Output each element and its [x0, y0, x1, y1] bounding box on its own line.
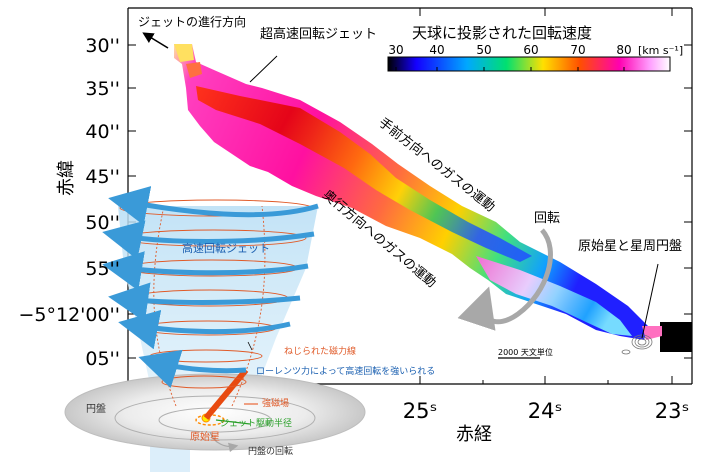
colorbar-title: 天球に投影された回転速度 — [412, 24, 592, 42]
inset-jet-radius-label: ジェット駆動半径 — [220, 417, 292, 429]
y-tick-05: 05'' — [85, 348, 120, 370]
y-tick-1200: −5°12'00'' — [18, 304, 120, 326]
inset-protostar-label: 原始星 — [190, 430, 220, 443]
y-tick-30: 30'' — [85, 35, 120, 57]
x-tick-23s: 23ˢ — [655, 399, 690, 423]
jet-direction-label: ジェットの進行方向 — [138, 14, 246, 29]
y-tick-55: 55'' — [85, 258, 120, 280]
inset-schematic — [64, 186, 366, 472]
y-tick-35: 35'' — [85, 78, 120, 100]
colorbar-unit: [km s⁻¹] — [638, 44, 683, 57]
x-tick-25s: 25ˢ — [403, 399, 438, 423]
inset-disk-label: 円盤 — [86, 402, 106, 415]
protostar-disk-label: 原始星と星周円盤 — [578, 239, 682, 254]
colorbar-tick-50: 50 — [476, 43, 491, 57]
colorbar-tick-30: 30 — [388, 43, 403, 57]
jet-label-top: 超高速回転ジェット — [260, 26, 377, 42]
y-axis-title: 赤緯 — [56, 160, 77, 196]
rotation-label: 回転 — [534, 211, 560, 226]
inset-strong-field-label: 強磁場 — [262, 397, 289, 409]
colorbar — [387, 56, 671, 72]
inset-twisted-field-label: ねじられた磁力線 — [284, 345, 356, 357]
jet-label-pointer — [249, 55, 278, 83]
inset-lorentz-label: ローレンツ力によって高速回転を強いられる — [256, 365, 435, 377]
rotation-arrow — [457, 228, 553, 331]
rotation-flow-arrows — [102, 186, 319, 389]
y-tick-40: 40'' — [85, 121, 120, 143]
jet-direction-arrow — [142, 32, 169, 49]
protostar-pointer — [641, 263, 659, 339]
colorbar-tick-80: 80 — [616, 43, 631, 57]
inset-jet-label: 高速回転ジェット — [182, 241, 270, 255]
scale-bar-label: 2000 天文単位 — [498, 347, 553, 357]
y-tick-50: 50'' — [85, 212, 120, 234]
jet-velocity-map — [174, 44, 692, 352]
y-tick-45: 45'' — [85, 166, 120, 188]
colorbar-tick-70: 70 — [570, 43, 585, 57]
x-axis-ticks — [419, 8, 673, 384]
inset-disk-rotation-label: 円盤の回転 — [248, 445, 293, 457]
x-axis-title: 赤経 — [456, 424, 492, 445]
colorbar-tick-60: 60 — [523, 43, 538, 57]
colorbar-tick-40: 40 — [429, 43, 444, 57]
x-tick-24s: 24ˢ — [528, 399, 563, 423]
